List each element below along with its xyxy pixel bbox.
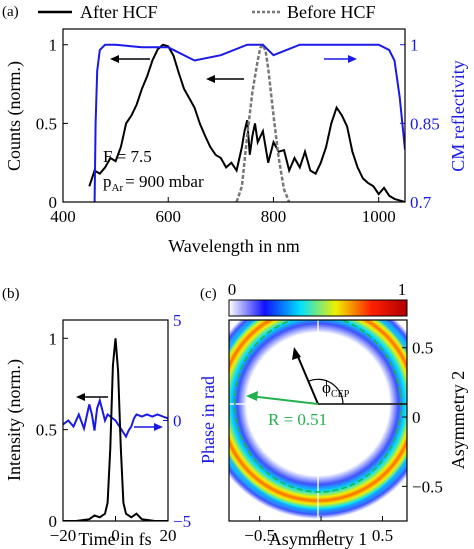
arrow-right-blue-head [348,55,357,63]
annotation-p-main: p [103,172,112,191]
annotation-f: F = 7.5 [103,147,152,166]
a-ytick-right-label-2: 1 [410,36,419,55]
colorbar-gradient [228,299,408,317]
a-xtick-label-3: 1000 [362,207,396,226]
c-ytick-label-2: 0.5 [412,339,433,358]
b-ytick-label-0: 0 [49,512,58,531]
panel-a: (a) After HCF Before HCF 400 600 800 1000 0 0… [2,2,468,256]
panel-b-xlabel: Time in fs [78,529,151,549]
c-xtick-label-1: 0 [317,526,326,545]
series-after-hcf [88,43,405,202]
panel-c-frame [228,319,408,522]
panel-b-arrows [76,393,163,431]
b-ytick-label-2: 1 [49,329,58,348]
legend-label-after-hcf: After HCF [80,2,158,22]
panel-a-legend: After HCF Before HCF [38,2,376,22]
panel-a-xlabel: Wavelength in nm [168,236,300,256]
c-xtick-label-2: 0.5 [372,526,393,545]
panel-a-label: (a) [2,4,19,20]
panel-c-ticks: −0.5 0 0.5 −0.5 0 0.5 [244,339,443,545]
panel-b-ylabel-right: Phase in rad [198,376,218,464]
a-ytick-right-label-0: 0.7 [410,193,432,212]
arrow-left-1-head [110,55,119,63]
cep-arrow-head [292,347,301,360]
fit-ellipse [234,320,402,493]
panel-a-ticks: 400 600 800 1000 0 0.5 1 0.7 0.85 1 [36,36,440,226]
arrow-left-2-head [206,75,215,83]
c-ytick-label-0: −0.5 [412,477,443,496]
arrow-b-right-head [154,423,163,431]
a-xtick-label-0: 400 [50,207,76,226]
b-xtick-label-0: −20 [50,526,77,545]
annotation-p: pAr = 900 mbar [103,172,204,194]
panel-a-ylabel: Counts (norm.) [4,61,25,171]
panel-a-frame [62,28,406,203]
panel-c-label: (c) [200,286,217,302]
panel-c-ylabel: Asymmetry 2 [448,371,468,470]
a-xtick-label-1: 600 [155,207,181,226]
series-before-hcf [235,42,291,202]
colorbar-min-label: 0 [228,280,237,299]
b-xtick-label-1: 0 [111,526,120,545]
heatmap-ring-outer-halo [229,320,407,513]
b-xtick-label-2: 20 [160,526,177,545]
a-ytick-label-1: 0.5 [36,114,57,133]
panel-b-ylabel: Intensity (norm.) [4,359,25,481]
cep-label: ϕCEP [322,378,350,400]
panel-a-ylabel-right: CM reflectivity [448,60,468,171]
legend-label-before-hcf: Before HCF [287,2,376,22]
series-phase [63,396,168,439]
a-ytick-label-2: 1 [49,36,58,55]
a-ytick-label-0: 0 [49,193,58,212]
radius-arrow-head [246,391,258,401]
cep-angle-arc [308,378,344,405]
series-intensity [63,338,168,521]
radius-arrow [249,395,319,405]
b-ytick-right-label-2: 5 [173,311,182,330]
series-cm-reflectivity [93,43,405,202]
cep-arrow [295,351,319,405]
c-xtick-label-0: −0.5 [244,526,275,545]
colorbar-max-label: 1 [398,280,407,299]
panel-c: (c) 0 1 −0.5 0 0.5 −0.5 0 0.5 ϕCEP R = 0.51 A… [200,280,468,549]
cep-label-main: ϕ [322,378,331,397]
c-ytick-label-1: 0 [412,408,421,427]
a-xtick-label-2: 800 [261,207,287,226]
panel-b-label: (b) [2,286,20,302]
cep-label-sub: CEP [331,389,350,400]
panel-c-xlabel: Asymmetry 1 [269,529,368,549]
colorbar: 0 1 [228,280,408,317]
arrow-b-left-head [76,393,85,401]
panel-a-arrows [110,55,357,83]
b-ytick-right-label-0: −5 [173,512,191,531]
b-ytick-label-1: 0.5 [36,421,57,440]
b-ytick-right-label-1: 0 [173,412,182,431]
a-ytick-right-label-1: 0.85 [410,114,440,133]
panel-b-frame [62,319,169,522]
annotation-p-rest: = 900 mbar [125,172,204,191]
radius-label: R = 0.51 [268,410,327,429]
annotation-p-sub: Ar [112,182,124,194]
